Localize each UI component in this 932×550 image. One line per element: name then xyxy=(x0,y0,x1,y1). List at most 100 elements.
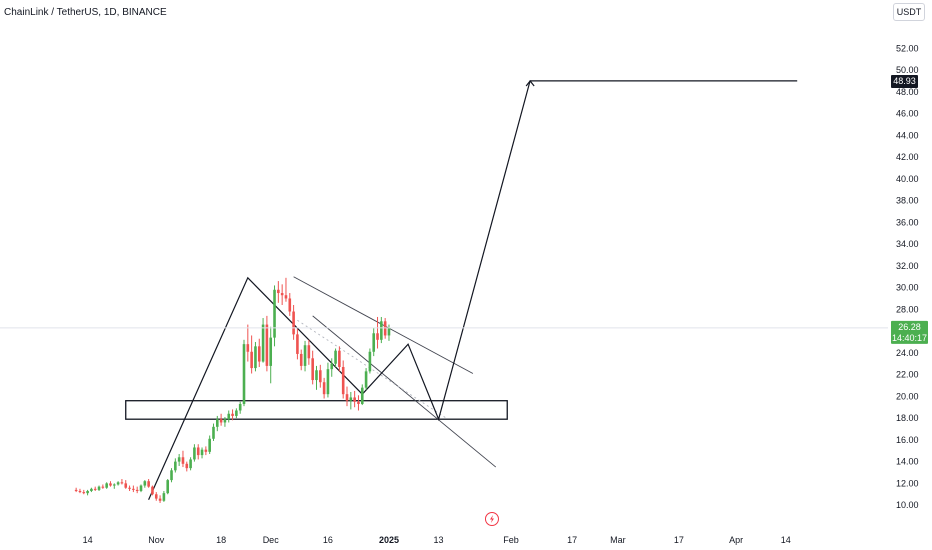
x-tick-label: 14 xyxy=(83,535,93,545)
target-price-badge xyxy=(891,74,918,88)
drawing-layer[interactable] xyxy=(125,79,798,500)
y-tick-label: 24.00 xyxy=(896,348,919,358)
x-tick-label: 14 xyxy=(781,535,791,545)
candle-body xyxy=(174,461,177,471)
candle-body xyxy=(303,345,307,366)
current-price-label: 26.28 xyxy=(898,322,921,332)
x-tick-label: Dec xyxy=(263,535,280,545)
y-tick-label: 52.00 xyxy=(896,43,919,53)
y-tick-label: 30.00 xyxy=(896,283,919,293)
y-tick-label: 38.00 xyxy=(896,196,919,206)
candle-body xyxy=(109,483,112,486)
channel-lower-line[interactable] xyxy=(312,315,497,468)
candle-body xyxy=(296,334,299,354)
candle-body xyxy=(357,401,360,404)
candle-body xyxy=(143,481,147,486)
candle-body xyxy=(120,482,124,484)
current-price-badge xyxy=(891,320,928,344)
candle-body xyxy=(189,459,192,469)
candle-body xyxy=(257,346,261,362)
y-tick-label: 36.00 xyxy=(896,217,919,227)
y-tick-label: 20.00 xyxy=(896,391,919,401)
y-axis[interactable]: 10.00 12.00 14.00 16.00 18.00 20.00 22.00 24.00… xyxy=(896,43,919,510)
channel-upper-line[interactable] xyxy=(293,276,474,374)
candle-body xyxy=(322,382,326,395)
candle-body xyxy=(273,289,276,338)
candle-body xyxy=(284,295,288,299)
candle-body xyxy=(311,358,314,381)
candle-body xyxy=(128,487,131,489)
countdown-label: 14:40:17 xyxy=(892,333,927,343)
candle-body xyxy=(307,345,311,359)
candle-body xyxy=(353,397,356,402)
candle-body xyxy=(292,311,295,335)
candle-body xyxy=(151,486,154,495)
candle-body xyxy=(235,410,238,416)
candle-body xyxy=(288,298,292,312)
candle-body xyxy=(242,344,246,404)
y-tick-label: 48.00 xyxy=(896,87,919,97)
candle-body xyxy=(154,494,158,499)
candle-body xyxy=(139,485,143,491)
candle-body xyxy=(299,353,303,366)
candle-body xyxy=(383,321,387,336)
candle-body xyxy=(185,463,189,469)
candle-body xyxy=(380,321,383,340)
candle-body xyxy=(181,457,185,464)
candle-body xyxy=(212,426,215,439)
y-tick-label: 14.00 xyxy=(896,457,919,467)
candle-body xyxy=(349,397,353,401)
y-tick-label: 44.00 xyxy=(896,130,919,140)
candle-body xyxy=(280,293,284,296)
candle-series xyxy=(74,277,391,503)
currency-selector[interactable]: USDT xyxy=(893,3,925,21)
candle-body xyxy=(250,351,253,369)
candle-body xyxy=(330,363,334,370)
candle-body xyxy=(326,369,330,395)
candle-body xyxy=(105,483,108,488)
x-tick-label: Nov xyxy=(148,535,165,545)
candle-body xyxy=(170,470,173,481)
y-tick-label: 16.00 xyxy=(896,435,919,445)
y-tick-label: 40.00 xyxy=(896,174,919,184)
candle-body xyxy=(90,488,93,491)
candle-body xyxy=(219,419,223,423)
x-tick-label: Mar xyxy=(610,535,626,545)
candle-body xyxy=(78,490,82,493)
channel-mid-dotted-line[interactable] xyxy=(297,319,447,419)
y-tick-label: 42.00 xyxy=(896,152,919,162)
candle-body xyxy=(238,403,242,411)
x-tick-label: 17 xyxy=(567,535,577,545)
candle-body xyxy=(162,493,166,501)
candle-body xyxy=(265,324,269,366)
candle-body xyxy=(334,350,337,364)
x-tick-label: Feb xyxy=(503,535,519,545)
x-tick-label: 17 xyxy=(674,535,684,545)
y-tick-label: 34.00 xyxy=(896,239,919,249)
x-axis[interactable]: 14 Nov 18 Dec 16 2025 13 Feb 17 Mar 17 Apr 14 xyxy=(83,535,791,545)
candle-body xyxy=(177,457,181,462)
candle-body xyxy=(376,333,379,340)
candle-body xyxy=(147,481,150,487)
chart-icons[interactable] xyxy=(484,512,499,526)
y-tick-label: 46.00 xyxy=(896,109,919,119)
candle-body xyxy=(158,498,162,501)
candle-body xyxy=(82,492,86,494)
candle-body xyxy=(368,351,372,372)
candle-body xyxy=(193,447,196,460)
support-zone-rectangle[interactable] xyxy=(125,400,508,420)
candle-body xyxy=(101,486,105,488)
candle-body xyxy=(223,419,227,423)
x-tick-label: 18 xyxy=(216,535,226,545)
candle-body xyxy=(132,488,135,490)
y-tick-label: 22.00 xyxy=(896,370,919,380)
zigzag-projection-path[interactable] xyxy=(148,80,798,500)
candle-body xyxy=(387,327,391,336)
candle-body xyxy=(124,483,128,488)
candle-body xyxy=(74,489,78,491)
candle-body xyxy=(254,346,257,369)
candle-body xyxy=(116,482,120,485)
target-price-label: 48.93 xyxy=(893,76,916,86)
candle-body xyxy=(364,371,368,388)
